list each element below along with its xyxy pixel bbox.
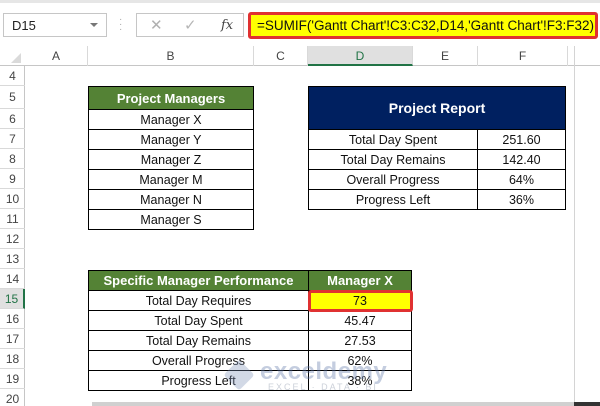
formula-text: =SUMIF('Gantt Chart'!C3:C32,D14,'Gantt C… (257, 18, 595, 33)
performance-label-cell[interactable]: Total Day Spent (88, 310, 309, 331)
manager-cell[interactable]: Manager M (88, 169, 254, 190)
row-header-5[interactable]: 5 (0, 86, 25, 109)
row-header-17[interactable]: 17 (0, 329, 25, 349)
scrollbar-end (574, 402, 600, 406)
drag-handle-icon[interactable]: · · · (119, 14, 123, 35)
table-row: Total Day Remains 27.53 (88, 330, 412, 351)
row-header-15[interactable]: 15 (0, 289, 25, 309)
active-cell-d15[interactable]: 73 (307, 289, 413, 312)
performance-label-cell[interactable]: Progress Left (88, 370, 309, 391)
column-header-d[interactable]: D (308, 46, 413, 66)
row-header-20[interactable]: 20 (0, 389, 25, 406)
row-header-14[interactable]: 14 (0, 269, 25, 289)
close-icon[interactable]: ✕ (150, 17, 163, 34)
table-row: Overall Progress 62% (88, 350, 412, 371)
table-row: Overall Progress 64% (308, 169, 566, 190)
column-header-e[interactable]: E (413, 46, 478, 66)
select-all-button[interactable] (0, 46, 25, 66)
formula-input[interactable]: =SUMIF('Gantt Chart'!C3:C32,D14,'Gantt C… (248, 12, 598, 39)
row-header-10[interactable]: 10 (0, 189, 25, 209)
performance-header-label[interactable]: Specific Manager Performance (88, 270, 309, 291)
table-row: Progress Left 36% (308, 189, 566, 210)
manager-cell[interactable]: Manager Y (88, 129, 254, 150)
chevron-down-icon[interactable] (90, 23, 98, 27)
report-label-cell[interactable]: Progress Left (308, 189, 478, 210)
performance-header-value[interactable]: Manager X (308, 270, 412, 291)
table-row: Progress Left 38% (88, 370, 412, 391)
row-header-7[interactable]: 7 (0, 129, 25, 149)
table-row: Total Day Spent 45.47 (88, 310, 412, 331)
report-value-cell[interactable]: 64% (477, 169, 566, 190)
column-header-a[interactable]: A (25, 46, 88, 66)
project-report-table: Project Report Total Day Spent 251.60 To… (308, 86, 566, 210)
row-header-6[interactable]: 6 (0, 109, 25, 129)
column-header-c[interactable]: C (254, 46, 308, 66)
pane-divider (574, 46, 575, 406)
formula-buttons: ✕ ✓ fx (136, 13, 244, 37)
row-header-4[interactable]: 4 (0, 66, 25, 86)
column-header-f[interactable]: F (478, 46, 568, 66)
report-value-cell[interactable]: 251.60 (477, 129, 566, 150)
performance-value-cell[interactable]: 62% (308, 350, 412, 371)
manager-cell[interactable]: Manager N (88, 189, 254, 210)
horizontal-scrollbar[interactable] (92, 402, 574, 406)
row-header-18[interactable]: 18 (0, 349, 25, 369)
row-header-8[interactable]: 8 (0, 149, 25, 169)
performance-value-cell[interactable]: 27.53 (308, 330, 412, 351)
project-managers-table: Project Managers Manager X Manager Y Man… (88, 86, 254, 230)
manager-cell[interactable]: Manager Z (88, 149, 254, 170)
insert-function-icon[interactable]: fx (221, 18, 234, 33)
report-label-cell[interactable]: Total Day Spent (308, 129, 478, 150)
project-managers-header[interactable]: Project Managers (88, 86, 254, 110)
table-row: Total Day Spent 251.60 (308, 129, 566, 150)
performance-value-cell[interactable]: 38% (308, 370, 412, 391)
name-box-value: D15 (12, 18, 36, 33)
row-header-19[interactable]: 19 (0, 369, 25, 389)
row-header-9[interactable]: 9 (0, 169, 25, 189)
table-row: Total Day Remains 142.40 (308, 149, 566, 170)
name-box[interactable]: D15 (3, 13, 107, 37)
report-label-cell[interactable]: Overall Progress (308, 169, 478, 190)
row-header-11[interactable]: 11 (0, 209, 25, 229)
report-label-cell[interactable]: Total Day Remains (308, 149, 478, 170)
row-header-13[interactable]: 13 (0, 249, 25, 269)
performance-label-cell[interactable]: Total Day Remains (88, 330, 309, 351)
manager-cell[interactable]: Manager X (88, 109, 254, 130)
performance-label-cell[interactable]: Overall Progress (88, 350, 309, 371)
formula-bar: D15 · · · ✕ ✓ fx =SUMIF('Gantt Chart'!C3:C… (0, 0, 600, 44)
column-header-b[interactable]: B (88, 46, 254, 66)
column-headers: A B C D E F (0, 46, 600, 66)
check-icon[interactable]: ✓ (184, 17, 197, 34)
row-headers: 4 5 6 7 8 9 10 11 12 13 14 15 16 17 18 1… (0, 66, 25, 406)
row-header-12[interactable]: 12 (0, 229, 25, 249)
project-report-header[interactable]: Project Report (308, 86, 566, 130)
report-value-cell[interactable]: 142.40 (477, 149, 566, 170)
performance-value-cell[interactable]: 45.47 (308, 310, 412, 331)
row-header-16[interactable]: 16 (0, 309, 25, 329)
performance-label-cell[interactable]: Total Day Requires (88, 290, 309, 311)
table-row: Total Day Requires 73 (88, 289, 413, 312)
report-value-cell[interactable]: 36% (477, 189, 566, 210)
manager-cell[interactable]: Manager S (88, 209, 254, 230)
manager-performance-table: Specific Manager Performance Manager X T… (88, 270, 413, 391)
